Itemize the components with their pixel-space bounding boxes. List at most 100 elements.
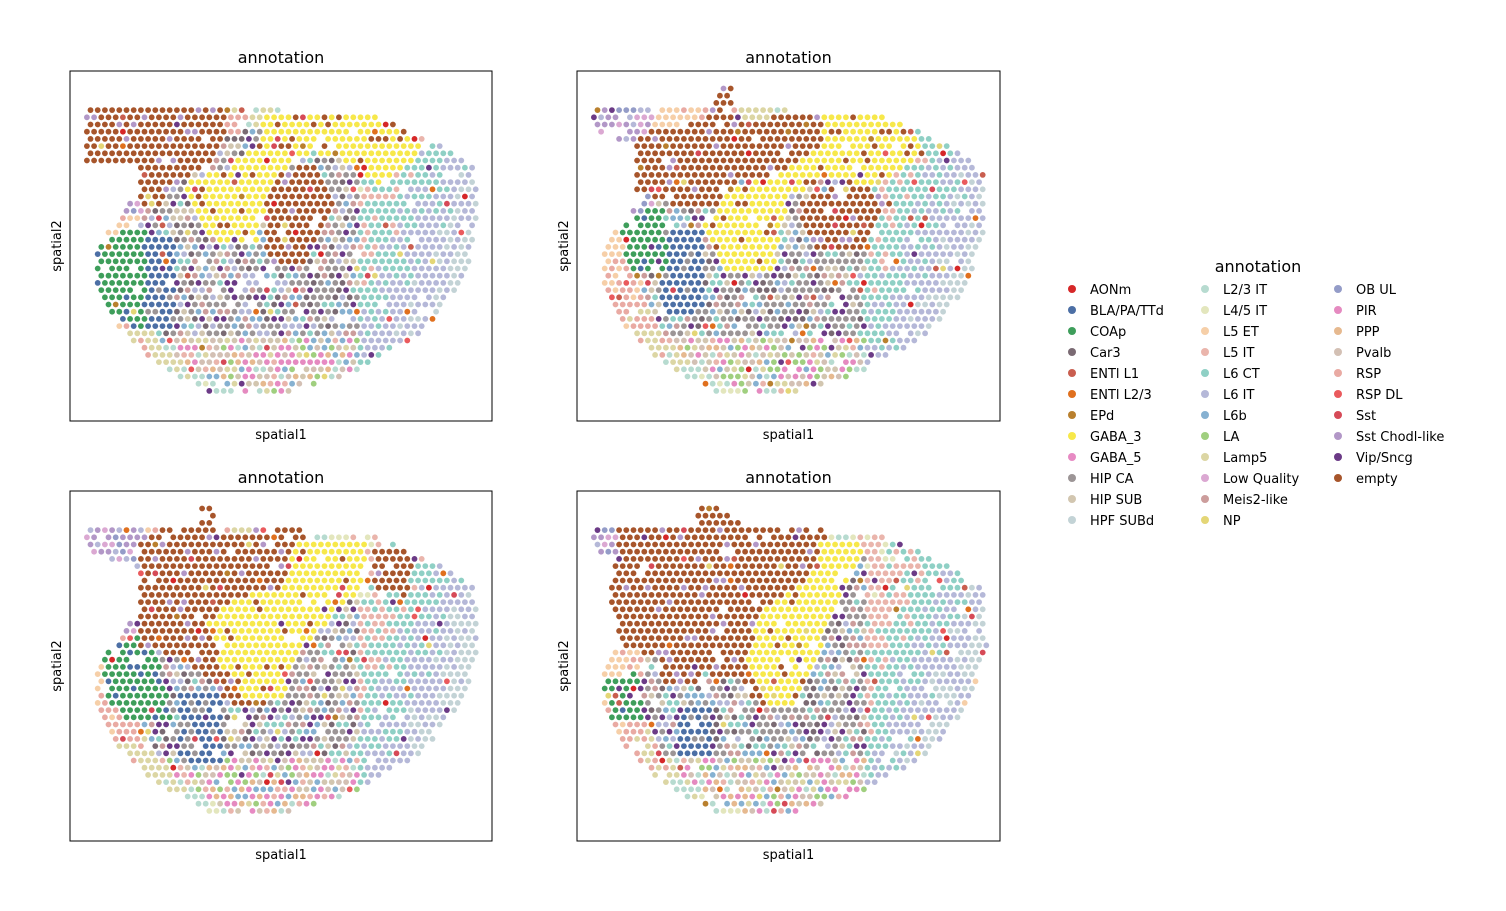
spot <box>871 143 878 150</box>
spot <box>224 308 231 315</box>
spot <box>670 287 676 293</box>
spot <box>418 685 425 692</box>
spot <box>400 620 407 627</box>
spot <box>868 308 874 315</box>
spot <box>922 143 928 150</box>
spot <box>462 599 468 605</box>
spot <box>109 251 115 257</box>
spot <box>637 236 644 243</box>
spot <box>828 359 835 365</box>
spot <box>292 563 299 569</box>
spot <box>235 692 242 699</box>
spot <box>857 128 864 135</box>
spot <box>386 635 393 641</box>
spot <box>771 143 777 150</box>
spot <box>192 750 198 757</box>
spot <box>929 244 936 250</box>
spot <box>181 308 188 315</box>
spot <box>422 721 429 728</box>
spot <box>224 628 231 634</box>
spot <box>616 107 622 113</box>
spot <box>292 330 299 337</box>
spot <box>681 208 687 214</box>
spot <box>648 330 655 337</box>
spot <box>134 316 141 322</box>
spot <box>735 186 741 193</box>
spot <box>868 251 874 257</box>
spot <box>138 728 144 735</box>
spot <box>271 272 277 279</box>
spot <box>300 779 306 785</box>
spot <box>170 344 177 351</box>
spot <box>328 736 335 742</box>
spot <box>249 330 256 337</box>
spot <box>411 136 418 142</box>
spot <box>199 707 206 713</box>
spot <box>929 258 936 265</box>
spot <box>706 172 712 178</box>
spot <box>159 164 166 171</box>
spot <box>199 272 206 279</box>
spot <box>145 222 152 229</box>
spot <box>274 164 281 171</box>
spot <box>188 308 195 315</box>
spot <box>382 743 389 749</box>
spot <box>666 107 673 113</box>
spot <box>328 635 335 641</box>
spot <box>753 366 759 373</box>
spot <box>152 136 159 142</box>
spot <box>943 287 950 293</box>
spot <box>206 563 213 569</box>
spot <box>738 121 745 128</box>
spot <box>260 251 267 257</box>
spot <box>159 772 166 778</box>
spot <box>447 685 454 692</box>
spot <box>447 164 454 171</box>
spot <box>242 258 249 265</box>
spot <box>832 280 838 286</box>
spot <box>925 222 932 229</box>
spot <box>300 186 306 193</box>
spot <box>264 114 270 121</box>
spot <box>350 186 357 193</box>
spot <box>260 179 267 186</box>
spot <box>361 136 367 142</box>
spot <box>134 664 141 670</box>
spot <box>422 186 429 193</box>
spot <box>879 114 885 121</box>
spot <box>904 164 910 171</box>
spot <box>879 215 885 222</box>
spot <box>336 330 342 337</box>
spot <box>727 172 734 178</box>
spot <box>174 337 180 344</box>
spot <box>271 229 277 236</box>
spot <box>242 186 249 193</box>
spot <box>645 193 651 200</box>
spot <box>637 222 644 229</box>
spot <box>713 316 720 322</box>
spot <box>314 157 321 164</box>
spot <box>792 258 799 265</box>
spot <box>177 736 184 742</box>
spot <box>163 563 170 569</box>
spot <box>357 128 364 135</box>
spot <box>742 373 748 380</box>
spot <box>156 272 162 279</box>
spot <box>951 157 957 164</box>
spot <box>267 671 274 677</box>
spot <box>123 628 130 634</box>
spot <box>224 786 231 793</box>
spot <box>192 563 198 569</box>
spot <box>152 352 159 358</box>
spot <box>889 164 896 171</box>
spot <box>418 584 425 591</box>
spot <box>397 700 403 706</box>
spot <box>659 337 666 344</box>
spot <box>109 121 115 128</box>
spot <box>688 323 694 329</box>
spot <box>300 229 306 236</box>
spot <box>300 577 306 584</box>
spot <box>630 280 637 286</box>
spot <box>332 366 339 373</box>
spot <box>843 186 849 193</box>
